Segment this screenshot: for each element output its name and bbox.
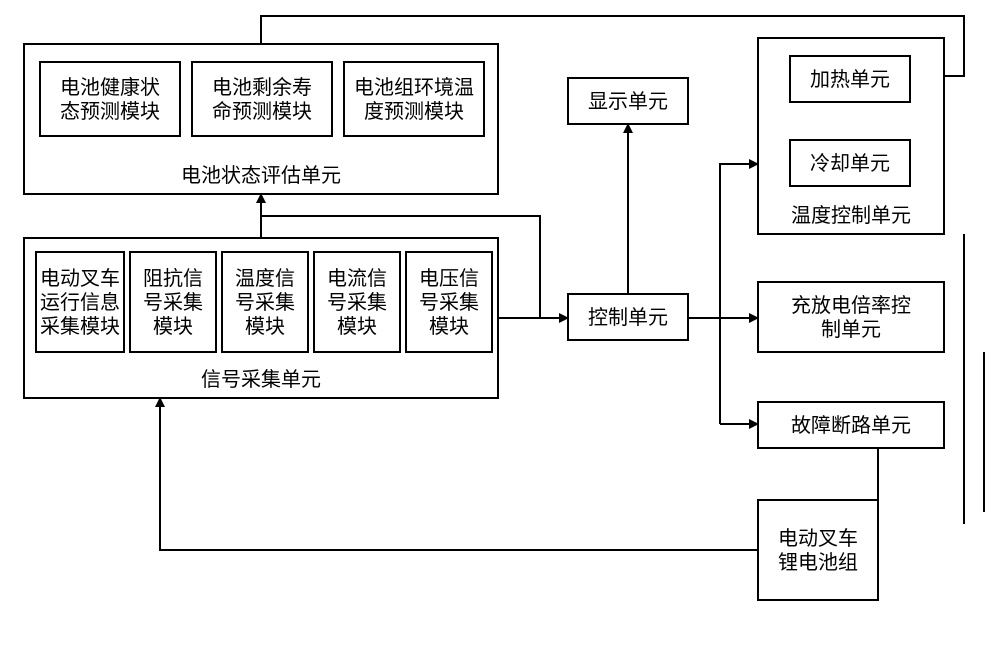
node-eval_m1: 电池健康状态预测模块 (40, 62, 180, 136)
node-label: 命预测模块 (212, 100, 312, 123)
node-label: 电池健康状 (60, 76, 160, 99)
edge (720, 164, 758, 424)
node-label: 电动叉车 (40, 267, 120, 290)
node-sig_m5: 电压信号采集模块 (406, 252, 492, 352)
node-label: 充放电倍率控 (791, 294, 911, 317)
node-ctrl_unit: 控制单元 (568, 294, 688, 340)
node-label: 模块 (245, 315, 285, 338)
node-heat_unit: 加热单元 (790, 56, 910, 102)
node-label: 信号采集单元 (201, 368, 321, 391)
node-label: 号采集 (327, 291, 387, 314)
node-label: 采集模块 (40, 315, 120, 338)
node-label: 温度控制单元 (791, 204, 911, 227)
node-cool_unit: 冷却单元 (790, 140, 910, 186)
node-label: 号采集 (419, 291, 479, 314)
node-battery: 电动叉车锂电池组 (758, 500, 878, 600)
node-label: 故障断路单元 (791, 414, 911, 437)
edge (160, 398, 758, 550)
node-label: 显示单元 (588, 90, 668, 113)
node-label: 运行信息 (40, 291, 120, 314)
node-sig_m2: 阻抗信号采集模块 (130, 252, 216, 352)
node-label: 电池状态评估单元 (181, 164, 341, 187)
node-label: 模块 (337, 315, 377, 338)
node-label: 温度信 (235, 267, 295, 290)
node-label: 阻抗信 (143, 267, 203, 290)
node-label: 模块 (153, 315, 193, 338)
node-label: 度预测模块 (364, 100, 464, 123)
node-label: 态预测模块 (60, 100, 160, 123)
node-fault_unit: 故障断路单元 (758, 402, 944, 448)
node-eval_m2: 电池剩余寿命预测模块 (192, 62, 332, 136)
node-label: 加热单元 (810, 68, 890, 91)
node-eval_m3: 电池组环境温度预测模块 (344, 62, 484, 136)
node-label: 控制单元 (588, 306, 668, 329)
node-label: 号采集 (143, 291, 203, 314)
node-rate_ctrl: 充放电倍率控制单元 (758, 282, 944, 352)
node-label: 冷却单元 (810, 152, 890, 175)
node-label: 电压信 (419, 267, 479, 290)
nodes: 电池状态评估单元电池健康状态预测模块电池剩余寿命预测模块电池组环境温度预测模块显… (24, 38, 944, 600)
node-label: 模块 (429, 315, 469, 338)
node-display_unit: 显示单元 (568, 78, 688, 124)
node-label: 制单元 (821, 318, 881, 341)
node-label: 电池组环境温 (354, 76, 474, 99)
node-label: 电动叉车 (778, 527, 858, 550)
node-sig_m3: 温度信号采集模块 (222, 252, 308, 352)
node-label: 电池剩余寿 (212, 76, 312, 99)
node-sig_m1: 电动叉车运行信息采集模块 (36, 252, 124, 352)
node-label: 锂电池组 (778, 551, 858, 574)
node-sig_m4: 电流信号采集模块 (314, 252, 400, 352)
node-label: 号采集 (235, 291, 295, 314)
node-label: 电流信 (327, 267, 387, 290)
